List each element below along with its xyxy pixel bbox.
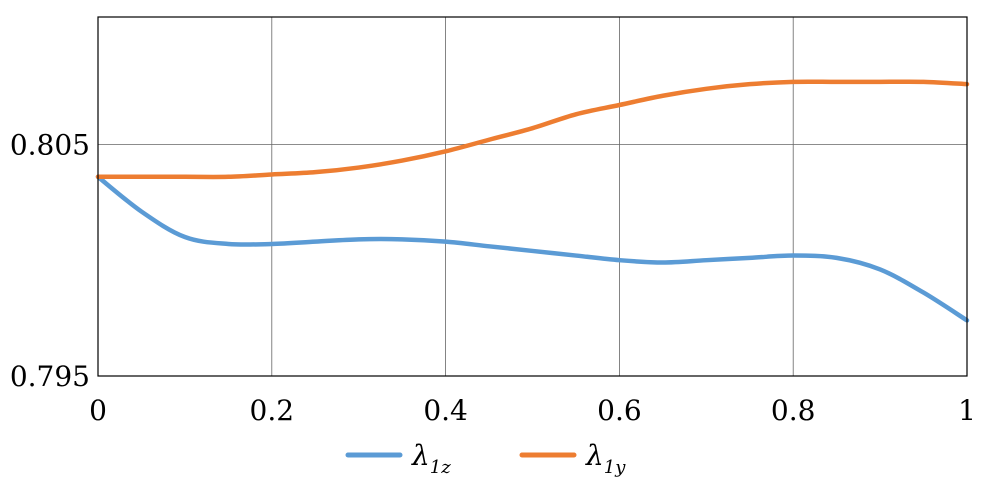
series-line-1y	[95, 79, 970, 180]
series-line-1z	[95, 174, 970, 323]
plot-frame	[97, 16, 968, 377]
legend: λ1z λ1y	[345, 439, 626, 478]
legend-item-1z: λ1z	[345, 439, 451, 478]
series-layer	[95, 79, 970, 323]
x-tick-label: 0.2	[250, 394, 295, 427]
x-tick-label: 1	[958, 394, 976, 427]
y-tick-label: 0.805	[10, 128, 90, 161]
x-tick-label: 0.8	[771, 394, 816, 427]
legend-label: λ1z	[411, 439, 451, 478]
grid-lines	[97, 17, 968, 377]
x-axis-ticks: 0 0.2 0.4 0.6 0.8 1	[89, 394, 976, 427]
x-tick-label: 0.4	[423, 394, 468, 427]
legend-item-1y: λ1y	[519, 439, 626, 478]
y-axis-ticks: 0.795 0.805	[10, 128, 90, 393]
legend-label: λ1y	[585, 439, 626, 478]
y-tick-label: 0.795	[10, 360, 90, 393]
x-tick-label: 0.6	[597, 394, 642, 427]
x-tick-label: 0	[89, 394, 107, 427]
